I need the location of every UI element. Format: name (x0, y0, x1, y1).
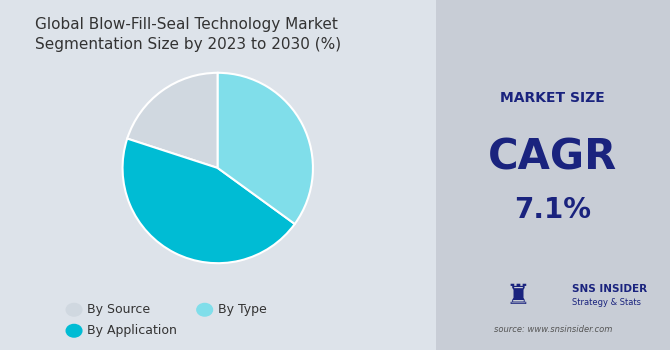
FancyBboxPatch shape (429, 0, 670, 350)
Circle shape (66, 324, 82, 337)
Wedge shape (127, 73, 218, 168)
Wedge shape (123, 139, 295, 263)
Text: 7.1%: 7.1% (515, 196, 591, 224)
Circle shape (197, 303, 212, 316)
Text: By Type: By Type (218, 303, 267, 316)
Text: ♜: ♜ (505, 282, 530, 310)
Text: Strategy & Stats: Strategy & Stats (572, 298, 641, 307)
Text: By Source: By Source (87, 303, 150, 316)
Text: Global Blow-Fill-Seal Technology Market
Segmentation Size by 2023 to 2030 (%): Global Blow-Fill-Seal Technology Market … (35, 18, 341, 52)
Wedge shape (218, 73, 313, 224)
Text: CAGR: CAGR (488, 136, 617, 178)
Text: MARKET SIZE: MARKET SIZE (500, 91, 605, 105)
Text: By Application: By Application (87, 324, 177, 337)
Text: source: www.snsinsider.com: source: www.snsinsider.com (494, 324, 612, 334)
Circle shape (66, 303, 82, 316)
Text: SNS INSIDER: SNS INSIDER (572, 284, 647, 294)
